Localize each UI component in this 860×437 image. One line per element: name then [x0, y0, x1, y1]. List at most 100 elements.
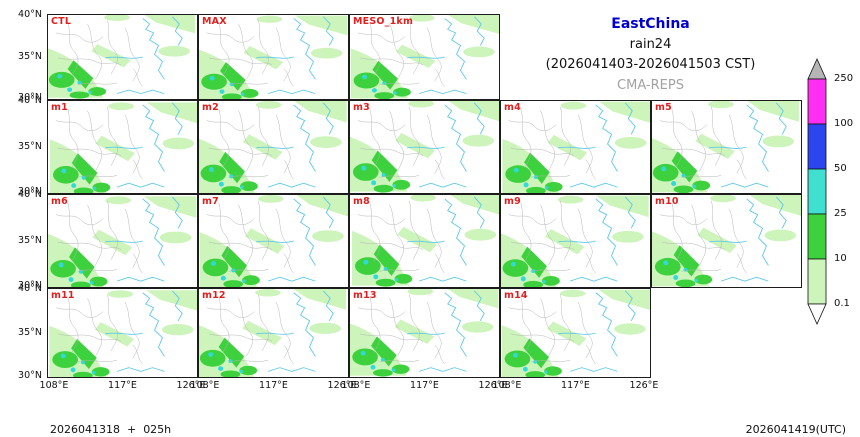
- map-panel-m5: m5: [651, 100, 802, 194]
- title-model: CMA-REPS: [617, 78, 684, 93]
- colorbar-tick-label: 0.1: [834, 298, 850, 309]
- map-svg: [48, 196, 197, 287]
- map-panel-m6: m6: [47, 194, 198, 288]
- title-period: (2026041403-2026041503 CST): [545, 57, 756, 72]
- x-tick-label: 126°E: [629, 380, 659, 391]
- panel-label: m9: [504, 196, 521, 207]
- map-svg: [350, 15, 499, 99]
- panel-label: CTL: [51, 16, 72, 27]
- x-tick-label: 126°E: [176, 380, 206, 391]
- map-panel-MESO_1km: MESO_1km: [349, 14, 500, 100]
- panel-label: m1: [51, 102, 68, 113]
- colorbar-segment: [807, 123, 827, 170]
- x-tick-label: 108°E: [492, 380, 522, 391]
- x-tick-label: 117°E: [259, 380, 288, 391]
- panel-label: m11: [51, 290, 75, 301]
- map-svg: [199, 101, 347, 193]
- map-svg: [350, 289, 499, 377]
- map-panel-m13: m13: [349, 288, 500, 378]
- panel-label: MAX: [202, 16, 227, 27]
- y-tick-label: 40°N: [18, 189, 42, 200]
- figure-title: EastChina rain24 (2026041403-2026041503 …: [498, 16, 803, 93]
- map-panel-m4: m4: [500, 100, 651, 194]
- y-tick-label: 35°N: [18, 327, 42, 338]
- y-tick-label: 30°N: [18, 370, 42, 381]
- map-panel-m10: m10: [651, 194, 802, 288]
- y-tick-label: 35°N: [18, 235, 42, 246]
- map-svg: [352, 195, 499, 287]
- y-tick-label: 30°N: [18, 186, 42, 197]
- title-variable: rain24: [629, 37, 672, 52]
- map-panel-m9: m9: [500, 194, 651, 288]
- panel-label: m14: [504, 290, 528, 301]
- x-tick-label: 117°E: [108, 380, 137, 391]
- map-panel-MAX: MAX: [198, 14, 349, 100]
- colorbar-tick-label: 100: [834, 118, 854, 129]
- colorbar-arrow-down: [807, 303, 827, 325]
- map-svg: [49, 290, 197, 377]
- map-panel-m3: m3: [349, 100, 500, 194]
- valid-time-line: 2026041419(UTC): [745, 423, 846, 436]
- map-svg: [199, 15, 348, 99]
- colorbar-tick-label: 25: [834, 208, 847, 219]
- map-panel-m8: m8: [349, 194, 500, 288]
- panel-label: m4: [504, 102, 521, 113]
- map-svg: [652, 195, 801, 287]
- y-tick-label: 30°N: [18, 92, 42, 103]
- map-panel-m14: m14: [500, 288, 651, 378]
- x-tick-label: 117°E: [410, 380, 439, 391]
- colorbar-segment: [807, 78, 827, 125]
- map-panel-m2: m2: [198, 100, 349, 194]
- x-tick-label: 108°E: [39, 380, 69, 391]
- y-tick-label: 35°N: [18, 51, 42, 62]
- colorbar-tick-label: 10: [834, 253, 847, 264]
- map-panel-CTL: CTL: [47, 14, 198, 100]
- panel-label: m5: [655, 102, 672, 113]
- map-svg: [652, 101, 799, 193]
- y-tick-label: 40°N: [18, 283, 42, 294]
- map-svg: [48, 15, 195, 99]
- y-tick-label: 35°N: [18, 141, 42, 152]
- map-panel-m1: m1: [47, 100, 198, 194]
- x-tick-label: 126°E: [478, 380, 508, 391]
- init-time-line: 2026041318 + 025h: [50, 423, 172, 436]
- colorbar: 250 100 50 25 10 0.1: [804, 58, 860, 338]
- map-svg: [50, 102, 197, 193]
- panel-label: m3: [353, 102, 370, 113]
- x-tick-label: 108°E: [341, 380, 371, 391]
- map-svg: [501, 289, 650, 377]
- x-tick-label: 126°E: [327, 380, 357, 391]
- map-svg: [350, 101, 499, 193]
- map-panel-m7: m7: [198, 194, 349, 288]
- y-tick-label: 40°N: [18, 95, 42, 106]
- map-svg: [199, 289, 346, 377]
- map-svg: [199, 195, 348, 287]
- colorbar-tick-label: 250: [834, 73, 854, 84]
- panel-label: m10: [655, 196, 679, 207]
- colorbar-svg: [807, 58, 827, 325]
- colorbar-segment: [807, 213, 827, 260]
- footer-init-times: 2026041318 + 025h 2026041402 + 025h: [50, 395, 171, 437]
- colorbar-tick-label: 50: [834, 163, 847, 174]
- panel-label: m2: [202, 102, 219, 113]
- x-tick-label: 117°E: [561, 380, 590, 391]
- panel-label: MESO_1km: [353, 16, 414, 27]
- y-tick-label: 40°N: [18, 9, 42, 20]
- x-tick-label: 108°E: [190, 380, 220, 391]
- footer-valid-times: 2026041419(UTC) 2026041503(CST): [746, 395, 846, 437]
- map-panel-m12: m12: [198, 288, 349, 378]
- map-svg: [502, 101, 650, 193]
- y-tick-label: 30°N: [18, 280, 42, 291]
- panel-label: m12: [202, 290, 226, 301]
- colorbar-arrow-up: [807, 58, 827, 80]
- title-region: EastChina: [611, 16, 690, 32]
- panel-label: m7: [202, 196, 219, 207]
- panel-label: m6: [51, 196, 68, 207]
- colorbar-segment: [807, 258, 827, 305]
- colorbar-segment: [807, 168, 827, 215]
- panel-label: m8: [353, 196, 370, 207]
- panel-label: m13: [353, 290, 377, 301]
- map-panel-m11: m11: [47, 288, 198, 378]
- map-svg: [501, 195, 649, 287]
